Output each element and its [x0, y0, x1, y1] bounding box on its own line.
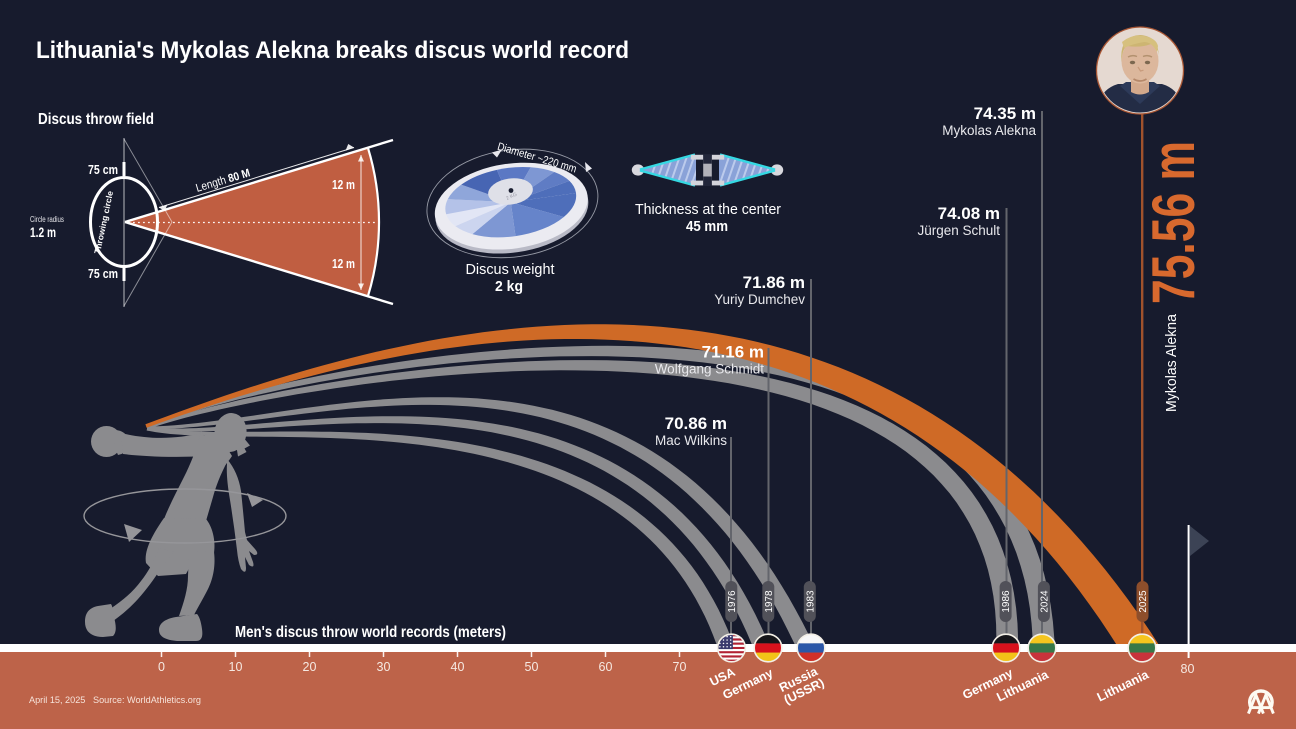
svg-text:40: 40	[451, 660, 465, 674]
svg-text:Lithuania's Mykolas Alekna bre: Lithuania's Mykolas Alekna breaks discus…	[36, 37, 629, 64]
svg-text:12 m: 12 m	[332, 256, 355, 271]
svg-text:Discus throw field: Discus throw field	[38, 111, 154, 128]
svg-text:20: 20	[303, 660, 317, 674]
svg-text:45 mm: 45 mm	[686, 218, 728, 235]
svg-text:Men's discus throw world recor: Men's discus throw world records (meters…	[235, 624, 506, 641]
svg-text:Mac Wilkins: Mac Wilkins	[655, 433, 727, 448]
svg-text:Wolfgang Schmidt: Wolfgang Schmidt	[655, 362, 765, 377]
svg-text:80: 80	[1181, 662, 1195, 676]
svg-text:74.35 m: 74.35 m	[974, 104, 1036, 123]
svg-text:Mykolas Alekna: Mykolas Alekna	[1163, 313, 1180, 412]
svg-text:75 cm: 75 cm	[88, 162, 118, 177]
svg-text:0: 0	[158, 660, 165, 674]
svg-text:Yuriy Dumchev: Yuriy Dumchev	[714, 292, 805, 307]
svg-text:12 m: 12 m	[332, 177, 355, 192]
svg-text:Thickness at the center: Thickness at the center	[635, 201, 781, 218]
svg-text:1978: 1978	[764, 590, 775, 613]
svg-text:April 15, 2025 Source: World: April 15, 2025 Source: WorldAthletics.or…	[29, 695, 201, 706]
svg-text:30: 30	[377, 660, 391, 674]
svg-text:2 kg: 2 kg	[495, 278, 523, 295]
svg-text:70: 70	[673, 660, 687, 674]
svg-text:2025: 2025	[1138, 590, 1149, 613]
svg-text:1986: 1986	[1001, 590, 1012, 613]
svg-text:2 KG: 2 KG	[505, 192, 518, 202]
svg-text:75.56 m: 75.56 m	[1140, 141, 1207, 304]
svg-text:1.2 m: 1.2 m	[30, 224, 56, 240]
svg-text:Discus weight: Discus weight	[466, 261, 556, 278]
svg-text:71.86 m: 71.86 m	[743, 273, 805, 292]
svg-text:60: 60	[599, 660, 613, 674]
svg-text:2024: 2024	[1039, 590, 1050, 613]
svg-text:Mykolas Alekna: Mykolas Alekna	[942, 123, 1036, 138]
svg-text:1983: 1983	[805, 590, 816, 613]
svg-text:1976: 1976	[727, 590, 738, 613]
svg-text:50: 50	[525, 660, 539, 674]
svg-text:71.16 m: 71.16 m	[702, 343, 764, 362]
svg-text:10: 10	[229, 660, 243, 674]
svg-text:75 cm: 75 cm	[88, 266, 118, 281]
svg-text:74.08 m: 74.08 m	[938, 204, 1000, 223]
svg-text:70.86 m: 70.86 m	[665, 414, 727, 433]
svg-text:Jürgen Schult: Jürgen Schult	[917, 223, 1000, 238]
svg-text:Circle radius: Circle radius	[30, 215, 64, 224]
